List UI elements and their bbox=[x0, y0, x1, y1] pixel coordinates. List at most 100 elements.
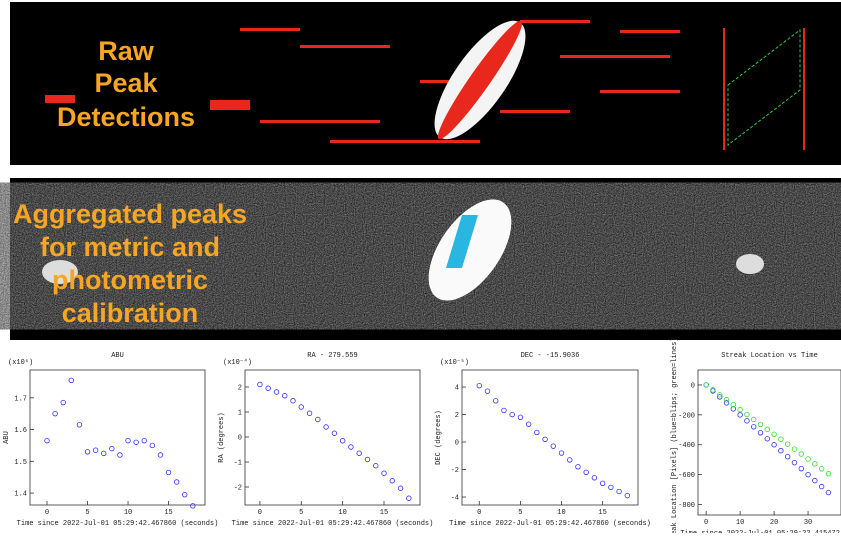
point bbox=[745, 419, 750, 424]
point bbox=[93, 448, 98, 453]
point bbox=[134, 440, 139, 445]
plot-frame bbox=[698, 370, 841, 515]
point bbox=[826, 490, 831, 495]
x-tick-label: 15 bbox=[164, 509, 172, 517]
point bbox=[101, 451, 106, 456]
point bbox=[551, 444, 556, 449]
point bbox=[126, 438, 131, 443]
point bbox=[166, 470, 171, 475]
point bbox=[340, 438, 345, 443]
y-tick-label: -1 bbox=[234, 460, 242, 468]
overlay-text: Aggregated peaks bbox=[13, 199, 247, 229]
y-tick-label: 2 bbox=[455, 412, 459, 420]
point bbox=[617, 489, 622, 494]
point bbox=[324, 425, 329, 430]
x-tick-label: 5 bbox=[85, 509, 89, 517]
point bbox=[600, 481, 605, 486]
x-tick-label: 0 bbox=[45, 509, 49, 517]
point bbox=[477, 383, 482, 388]
plot-frame bbox=[245, 370, 420, 505]
scale-label: (x10⁻⁴) bbox=[223, 359, 252, 367]
point bbox=[543, 437, 548, 442]
y-tick-label: 1 bbox=[238, 410, 242, 418]
y-tick-label: -600 bbox=[678, 472, 695, 480]
x-tick-label: 10 bbox=[736, 519, 744, 527]
x-tick-label: 0 bbox=[704, 519, 708, 527]
overlay-text: Raw bbox=[98, 36, 155, 66]
point bbox=[382, 471, 387, 476]
point bbox=[77, 422, 82, 427]
x-axis-label: Time since 2022-Jul-01 05:29:42.467860 (… bbox=[232, 520, 434, 528]
point bbox=[373, 463, 378, 468]
y-tick-label: 1.6 bbox=[14, 427, 27, 435]
point bbox=[559, 451, 564, 456]
figure: Raw Peak Detections Aggregated peaks for… bbox=[0, 0, 841, 533]
x-tick-label: 0 bbox=[477, 509, 481, 517]
point bbox=[751, 417, 756, 422]
point bbox=[182, 492, 187, 497]
page: Raw Peak Detections Aggregated peaks for… bbox=[0, 0, 841, 533]
point bbox=[826, 471, 831, 476]
point bbox=[609, 485, 614, 490]
point bbox=[625, 493, 630, 498]
point bbox=[158, 453, 163, 458]
overlay-text: for metric and bbox=[40, 232, 220, 262]
y-tick-label: -200 bbox=[678, 412, 695, 420]
y-tick-label: 2 bbox=[238, 385, 242, 393]
point bbox=[772, 442, 777, 447]
plot-frame bbox=[30, 370, 205, 505]
chart-title: DEC - -15.9036 bbox=[521, 352, 580, 360]
y-axis-label: RA (degrees) bbox=[218, 412, 226, 462]
point bbox=[502, 408, 507, 413]
point bbox=[357, 451, 362, 456]
point bbox=[799, 466, 804, 471]
point bbox=[45, 438, 50, 443]
point bbox=[792, 460, 797, 465]
y-tick-label: 4 bbox=[455, 385, 459, 393]
point bbox=[738, 407, 743, 412]
point bbox=[282, 393, 287, 398]
point bbox=[813, 462, 818, 467]
overlay-text: Peak bbox=[94, 68, 158, 98]
point bbox=[85, 449, 90, 454]
overlay-text: calibration bbox=[62, 298, 199, 328]
point bbox=[724, 397, 729, 402]
point bbox=[765, 436, 770, 441]
chart-title: ABU bbox=[111, 352, 124, 360]
point bbox=[758, 422, 763, 427]
aggregated-panel: Aggregated peaks for metric and photomet… bbox=[10, 178, 841, 340]
point bbox=[291, 398, 296, 403]
point bbox=[174, 480, 179, 485]
point bbox=[526, 422, 531, 427]
x-tick-label: 10 bbox=[124, 509, 132, 517]
x-tick-label: 10 bbox=[338, 509, 346, 517]
y-tick-label: 0 bbox=[691, 382, 695, 390]
point bbox=[332, 431, 337, 436]
point bbox=[704, 383, 709, 388]
y-tick-label: -2 bbox=[451, 467, 459, 475]
y-axis-label: DEC (degrees) bbox=[435, 410, 443, 465]
y-tick-label: -800 bbox=[678, 502, 695, 510]
point bbox=[813, 478, 818, 483]
point bbox=[258, 382, 263, 387]
point bbox=[584, 470, 589, 475]
x-tick-label: 15 bbox=[598, 509, 606, 517]
y-tick-label: 1.5 bbox=[14, 459, 27, 467]
point bbox=[191, 503, 196, 508]
y-tick-label: -4 bbox=[451, 495, 459, 503]
point bbox=[751, 425, 756, 430]
point bbox=[118, 453, 123, 458]
point bbox=[349, 445, 354, 450]
point bbox=[765, 427, 770, 432]
point bbox=[274, 390, 279, 395]
y-axis-label: ABU bbox=[3, 431, 11, 444]
point bbox=[110, 446, 115, 451]
point bbox=[307, 411, 312, 416]
point bbox=[69, 378, 74, 383]
x-tick-label: 5 bbox=[518, 509, 522, 517]
point bbox=[61, 400, 66, 405]
point bbox=[53, 411, 58, 416]
chart-title: RA - 279.559 bbox=[307, 352, 357, 360]
point bbox=[142, 438, 147, 443]
point bbox=[390, 478, 395, 483]
